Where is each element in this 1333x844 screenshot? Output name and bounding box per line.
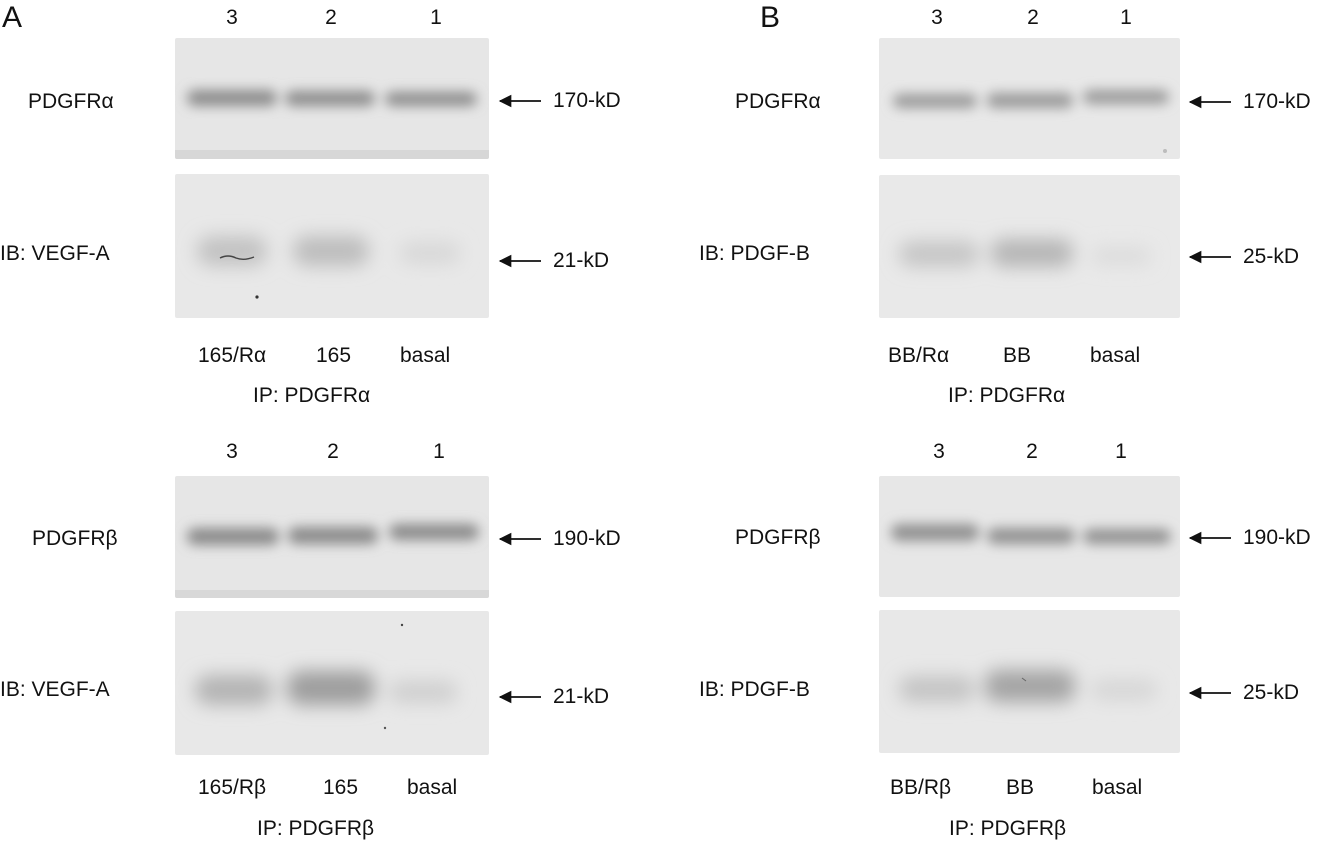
marker-label: 25-kD [1243,245,1300,268]
marker-190kd: 190-kD [497,528,621,549]
lane-number: 1 [1120,6,1132,29]
blot-pdgfra-b [879,38,1180,159]
lane-number: 1 [430,6,442,29]
left-arrow-icon [1188,686,1231,699]
blot-vegfa-a2 [175,611,489,755]
marker-label: 170-kD [1243,90,1311,113]
marker-190kd: 190-kD [1187,527,1311,548]
marker-21kd: 21-kD [497,686,609,707]
marker-21kd: 21-kD [497,250,609,271]
lane-number: 3 [931,6,943,29]
condition-label: BB/Rβ [890,776,952,799]
lane-number: 2 [1027,6,1039,29]
marker-25kd: 25-kD [1187,246,1299,267]
ip-label: IP: PDGFRα [253,384,371,407]
marker-170kd: 170-kD [497,90,621,111]
condition-label: 165 [316,344,352,367]
lane-number: 2 [1026,440,1038,463]
row-label: PDGFRβ [32,527,118,550]
condition-label: basal [400,344,451,367]
left-arrow-icon [1188,250,1231,263]
panel-letter-b: B [760,1,781,34]
marker-label: 21-kD [553,249,610,272]
blot-vegfa-a [175,174,489,318]
left-arrow-icon [498,254,541,267]
ip-label: IP: PDGFRβ [949,817,1067,840]
condition-label: basal [1090,344,1141,367]
panel-letter-a: A [2,1,23,34]
marker-170kd: 170-kD [1187,91,1311,112]
marker-label: 25-kD [1243,681,1300,704]
left-arrow-icon [1188,95,1231,108]
blot-pdgfra-a [175,38,489,159]
row-label: IB: VEGF-A [0,678,110,701]
blot-pdgfrb-a [175,476,489,598]
condition-label: BB [1003,344,1032,367]
left-arrow-icon [1188,531,1231,544]
ip-label: IP: PDGFRα [948,384,1066,407]
row-label: PDGFRα [735,90,821,113]
condition-label: 165/Rβ [198,776,267,799]
left-arrow-icon [498,532,541,545]
lane-number: 1 [1115,440,1127,463]
marker-label: 190-kD [553,527,621,550]
condition-label: BB/Rα [888,344,950,367]
row-label: PDGFRα [28,90,114,113]
left-arrow-icon [498,94,541,107]
condition-label: BB [1006,776,1035,799]
lane-number: 3 [933,440,945,463]
blot-pdgfb-b2 [879,610,1180,753]
marker-label: 190-kD [1243,526,1311,549]
lane-number: 2 [325,6,337,29]
ip-label: IP: PDGFRβ [257,817,375,840]
condition-label: 165 [323,776,359,799]
marker-label: 21-kD [553,685,610,708]
marker-label: 170-kD [553,89,621,112]
condition-label: basal [407,776,458,799]
row-label: PDGFRβ [735,526,821,549]
condition-label: basal [1092,776,1143,799]
marker-25kd: 25-kD [1187,682,1299,703]
row-label: IB: VEGF-A [0,242,110,265]
lane-number: 3 [226,6,238,29]
lane-number: 2 [327,440,339,463]
lane-number: 3 [226,440,238,463]
lane-number: 1 [433,440,445,463]
blot-pdgfrb-b [879,476,1180,597]
left-arrow-icon [498,690,541,703]
row-label: IB: PDGF-B [699,678,810,701]
blot-pdgfb-b [879,175,1180,318]
condition-label: 165/Rα [198,344,267,367]
row-label: IB: PDGF-B [699,242,810,265]
